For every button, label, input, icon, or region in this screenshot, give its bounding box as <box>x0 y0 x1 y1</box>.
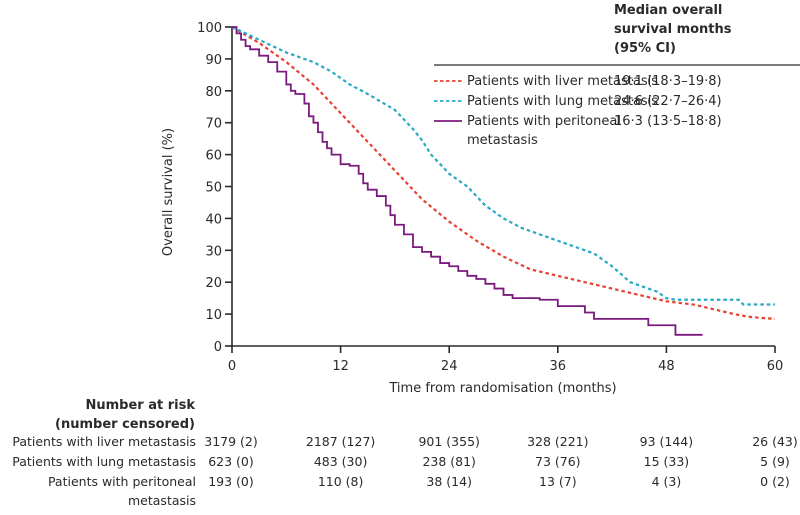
risk-value: 483 (30) <box>314 454 368 469</box>
legend-label: Patients with liver metastasis <box>467 74 658 89</box>
risk-table: Number at risk (number censored) Patients … <box>12 398 798 508</box>
risk-value: 13 (7) <box>539 474 577 489</box>
x-tick-label: 12 <box>332 359 349 374</box>
legend-median: 16·3 (13·5–18·8) <box>614 114 722 129</box>
curve-lung <box>231 26 775 306</box>
survival-curves <box>231 26 776 336</box>
x-axis-label: Time from randomisation (months) <box>388 381 616 396</box>
curve-peritoneal <box>232 26 703 336</box>
risk-value: 4 (3) <box>652 474 682 489</box>
y-axis-label: Overall survival (%) <box>161 128 176 256</box>
risk-value: 73 (76) <box>535 454 581 469</box>
risk-value: 328 (221) <box>527 434 588 449</box>
risk-value: 110 (8) <box>318 474 364 489</box>
risk-header-line: Number at risk <box>85 398 195 413</box>
y-tick-label: 100 <box>197 21 222 36</box>
risk-value: 0 (2) <box>760 474 790 489</box>
risk-value: 901 (355) <box>418 434 479 449</box>
y-tick-label: 80 <box>205 85 222 100</box>
risk-value: 15 (33) <box>644 454 690 469</box>
legend-header-line: survival months <box>614 22 732 37</box>
risk-row-label: Patients with peritoneal <box>48 474 196 489</box>
x-tick-label: 36 <box>550 359 567 374</box>
legend: Median overall survival months (95% CI) Pat… <box>434 3 800 148</box>
y-tick-label: 70 <box>205 117 222 132</box>
y-tick-label: 10 <box>205 308 222 323</box>
x-tick-label: 60 <box>767 359 784 374</box>
risk-row-label: Patients with lung metastasis <box>12 454 196 469</box>
y-tick-label: 20 <box>205 276 222 291</box>
risk-row-label: metastasis <box>128 493 196 508</box>
legend-median: 24·6 (22·7–26·4) <box>614 94 722 109</box>
risk-value: 93 (144) <box>640 434 694 449</box>
risk-value: 5 (9) <box>760 454 790 469</box>
risk-value: 2187 (127) <box>306 434 375 449</box>
legend-label: Patients with lung metastasis <box>467 94 658 109</box>
risk-value: 3179 (2) <box>204 434 258 449</box>
risk-value: 238 (81) <box>422 454 476 469</box>
risk-row-label: Patients with liver metastasis <box>12 434 196 449</box>
risk-value: 193 (0) <box>208 474 254 489</box>
axes: 0 10 20 30 40 50 60 70 80 90 100 0 12 24 36 48 60 <box>197 21 783 374</box>
x-tick-label: 48 <box>658 359 675 374</box>
legend-header-line: Median overall <box>614 3 722 18</box>
y-tick-label: 0 <box>214 340 222 355</box>
legend-median: 19·1 (18·3–19·8) <box>614 74 722 89</box>
y-tick-label: 30 <box>205 244 222 259</box>
y-tick-label: 90 <box>205 53 222 68</box>
risk-value: 26 (43) <box>752 434 798 449</box>
y-tick-label: 60 <box>205 149 222 164</box>
curve-liver <box>231 26 776 320</box>
legend-header-line: (95% CI) <box>614 41 676 56</box>
risk-value: 623 (0) <box>208 454 254 469</box>
risk-header-line: (number censored) <box>55 417 195 432</box>
risk-value: 38 (14) <box>426 474 472 489</box>
x-tick-label: 0 <box>228 359 236 374</box>
legend-label: Patients with peritoneal <box>467 114 621 129</box>
legend-label: metastasis <box>467 133 538 148</box>
y-tick-label: 40 <box>205 212 222 227</box>
y-tick-label: 50 <box>205 181 222 196</box>
x-tick-label: 24 <box>441 359 458 374</box>
